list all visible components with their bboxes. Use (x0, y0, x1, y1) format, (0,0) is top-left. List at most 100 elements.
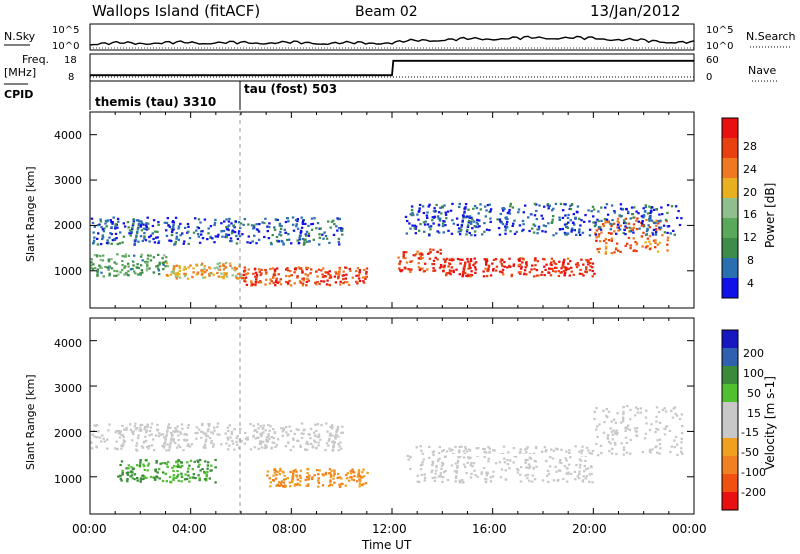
power-cell (642, 214, 645, 217)
power-cell (535, 209, 538, 213)
velocity-cell (672, 407, 675, 410)
power-cell (519, 257, 522, 260)
power-cell (174, 216, 178, 219)
power-cell (192, 231, 196, 234)
power-cell (438, 219, 442, 222)
power-cell (615, 242, 619, 245)
power-cell (470, 270, 473, 273)
power-cell (275, 277, 278, 280)
power-cell (195, 273, 198, 276)
velocity-cell (655, 420, 658, 423)
power-cell (163, 254, 166, 257)
velocity-marks (90, 404, 684, 488)
velocity-cell (334, 436, 337, 439)
power-cell (214, 235, 217, 238)
velocity-cell (259, 441, 262, 444)
power-cell (557, 274, 561, 278)
velocity-cell (304, 448, 307, 451)
power-cell (96, 270, 99, 273)
power-cell (448, 262, 451, 265)
velocity-cell (131, 431, 134, 434)
velocity-cell (120, 479, 123, 482)
power-cell (417, 266, 420, 269)
power-cell (241, 233, 244, 236)
velocity-cell (573, 470, 576, 473)
power-cell (543, 274, 546, 277)
velocity-cell (531, 474, 535, 477)
velocity-cell (265, 436, 269, 439)
power-cell (287, 233, 290, 236)
velocity-cell (140, 423, 144, 427)
power-cell (255, 228, 259, 231)
velocity-cell (300, 422, 304, 425)
power-cell (452, 258, 455, 261)
velocity-cell (431, 464, 434, 467)
velocity-cell (416, 480, 419, 483)
velocity-cell (227, 429, 230, 433)
power-cell (623, 228, 626, 232)
velocity-cell (246, 436, 249, 439)
velocity-cell (547, 472, 551, 476)
velocity-cell (548, 465, 552, 468)
power-cell (225, 234, 228, 237)
velocity-cell (620, 442, 623, 445)
power-cell (202, 276, 205, 279)
power-cell (661, 213, 664, 216)
power-cell (604, 221, 607, 224)
power-cell (310, 228, 314, 231)
velocity-cell (176, 425, 179, 428)
velocity-cell (295, 483, 299, 486)
power-cell (338, 227, 341, 230)
power-cell (456, 223, 459, 226)
velocity-cell (195, 426, 198, 429)
velocity-cell (469, 476, 473, 479)
velocity-cell (565, 472, 568, 475)
power-cell (237, 272, 240, 275)
velocity-cell (540, 450, 544, 453)
velocity-cell (176, 469, 179, 473)
velocity-cell (276, 438, 280, 441)
power-cell (521, 219, 525, 223)
power-cell (110, 226, 113, 229)
velocity-cell (131, 471, 134, 474)
velocity-cell (441, 461, 444, 464)
power-cell (603, 239, 606, 243)
power-cell (341, 274, 344, 277)
velocity-cell (622, 446, 626, 449)
power-cell (284, 231, 287, 234)
power-cell (555, 266, 558, 269)
power-cell (489, 217, 492, 220)
power-cell (322, 280, 326, 283)
power-cell (187, 242, 190, 245)
power-cell (271, 267, 274, 270)
power-cell (218, 268, 221, 271)
power-cell (146, 260, 149, 263)
velocity-cell (352, 479, 356, 482)
velocity-cell (185, 477, 189, 481)
power-cell (621, 208, 625, 211)
power-cell (140, 221, 144, 224)
velocity-cell (275, 484, 278, 487)
velocity-cell (226, 426, 230, 429)
velocity-cell (526, 458, 529, 462)
velocity-cell (574, 445, 577, 448)
velocity-cell (107, 429, 110, 432)
power-cell (152, 237, 155, 241)
velocity-cell (115, 429, 119, 432)
velocity-cell (525, 466, 528, 469)
power-cell (578, 228, 581, 231)
power-cell (223, 272, 226, 275)
power-cell (258, 281, 261, 284)
velocity-cell (568, 449, 571, 452)
power-cell (672, 229, 675, 232)
velocity-cell (524, 459, 527, 462)
power-cell (245, 272, 248, 275)
power-cell (669, 232, 672, 235)
power-cell (596, 218, 599, 221)
power-cell (104, 265, 107, 268)
velocity-cell (607, 440, 611, 443)
power-cell (266, 225, 269, 228)
power-cell (535, 274, 539, 277)
velocity-cell (205, 473, 208, 476)
power-cell (345, 273, 348, 276)
